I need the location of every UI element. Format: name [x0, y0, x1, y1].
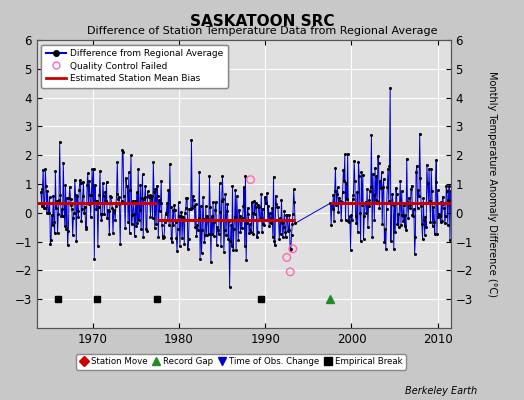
Legend: Station Move, Record Gap, Time of Obs. Change, Empirical Break: Station Move, Record Gap, Time of Obs. C…: [77, 354, 406, 370]
Point: [246, 176, 255, 183]
Point: [282, 254, 291, 261]
Point: [286, 269, 294, 275]
Text: Berkeley Earth: Berkeley Earth: [405, 386, 477, 396]
Text: SASKATOON SRC: SASKATOON SRC: [190, 14, 334, 29]
Y-axis label: Monthly Temperature Anomaly Difference (°C): Monthly Temperature Anomaly Difference (…: [487, 71, 497, 297]
Point: [289, 246, 297, 252]
Legend: Difference from Regional Average, Quality Control Failed, Estimated Station Mean: Difference from Regional Average, Qualit…: [41, 44, 228, 88]
Text: Difference of Station Temperature Data from Regional Average: Difference of Station Temperature Data f…: [87, 26, 437, 36]
